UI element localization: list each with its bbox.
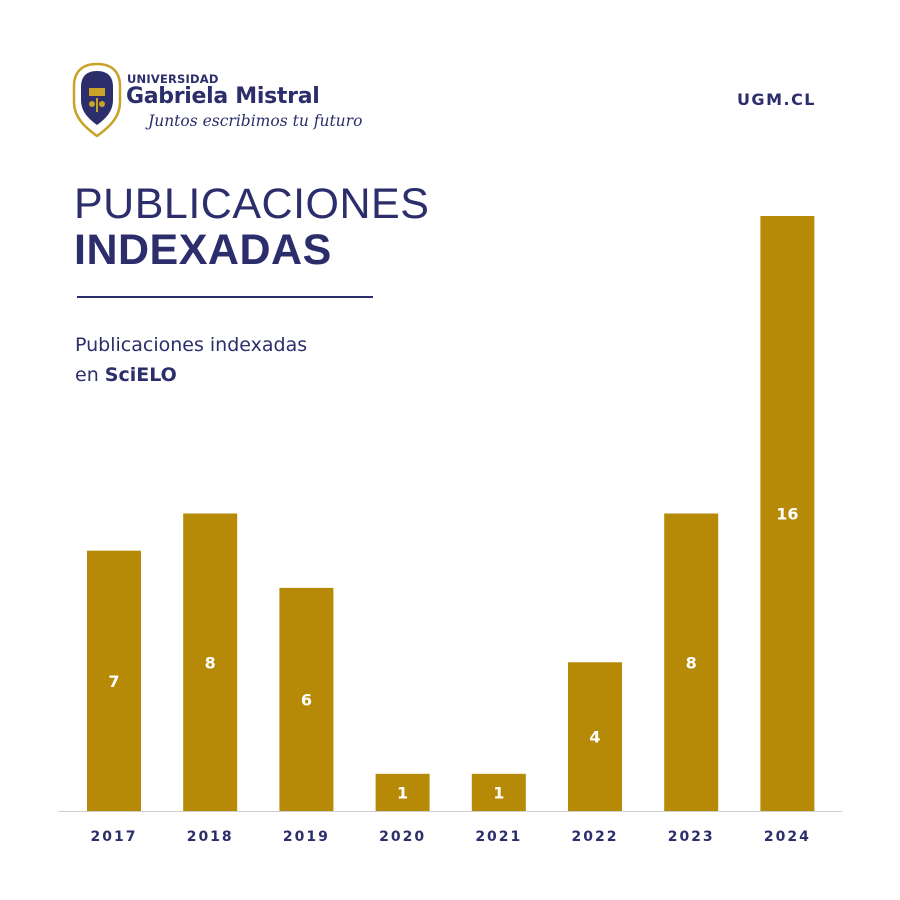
page-title-line-1: PUBLICACIONES [74, 180, 430, 228]
bar-value-label-2023: 8 [686, 653, 697, 672]
bar-2024 [760, 216, 815, 811]
subtitle-emphasis: SciELO [104, 364, 177, 386]
bar-value-label-2021: 1 [493, 783, 504, 802]
subtitle-line-1: Publicaciones indexadas [75, 334, 308, 356]
title-divider [77, 296, 373, 298]
bar-value-label-2018: 8 [205, 653, 216, 672]
logo-name-text: Gabriela Mistral [126, 84, 320, 109]
bar-2020 [375, 773, 430, 811]
bar-value-label-2017: 7 [108, 672, 119, 691]
x-tick-label-2024: 2024 [764, 829, 811, 845]
page-title-line-2: INDEXADAS [74, 226, 332, 274]
website-link[interactable]: UGM.CL [736, 90, 816, 109]
university-logo[interactable]: UNIVERSIDAD Gabriela Mistral Juntos escr… [72, 62, 362, 142]
university-seal-icon [72, 62, 122, 138]
bar-2019 [279, 587, 334, 811]
bar-2021 [471, 773, 526, 811]
logo-institution-text: UNIVERSIDAD [127, 72, 219, 86]
x-tick-label-2023: 2023 [668, 829, 715, 845]
x-tick-label-2022: 2022 [572, 829, 619, 845]
bar-2018 [183, 513, 238, 811]
x-tick-label-2021: 2021 [475, 829, 522, 845]
bar-value-label-2024: 16 [776, 505, 798, 524]
bar-value-label-2019: 6 [301, 690, 312, 709]
x-tick-label-2020: 2020 [379, 829, 426, 845]
x-tick-label-2018: 2018 [187, 829, 234, 845]
chart-subtitle: Publicaciones indexadas en SciELO [75, 330, 307, 390]
bar-2022 [568, 662, 622, 811]
logo-slogan-text: Juntos escribimos tu futuro [148, 112, 363, 130]
bar-value-label-2020: 1 [397, 783, 408, 802]
bar-value-label-2022: 4 [589, 728, 600, 747]
subtitle-prefix: en [75, 364, 99, 386]
x-tick-label-2017: 2017 [91, 829, 138, 845]
bar-2023 [664, 513, 719, 811]
bar-2017 [87, 550, 141, 811]
x-tick-label-2019: 2019 [283, 829, 330, 845]
